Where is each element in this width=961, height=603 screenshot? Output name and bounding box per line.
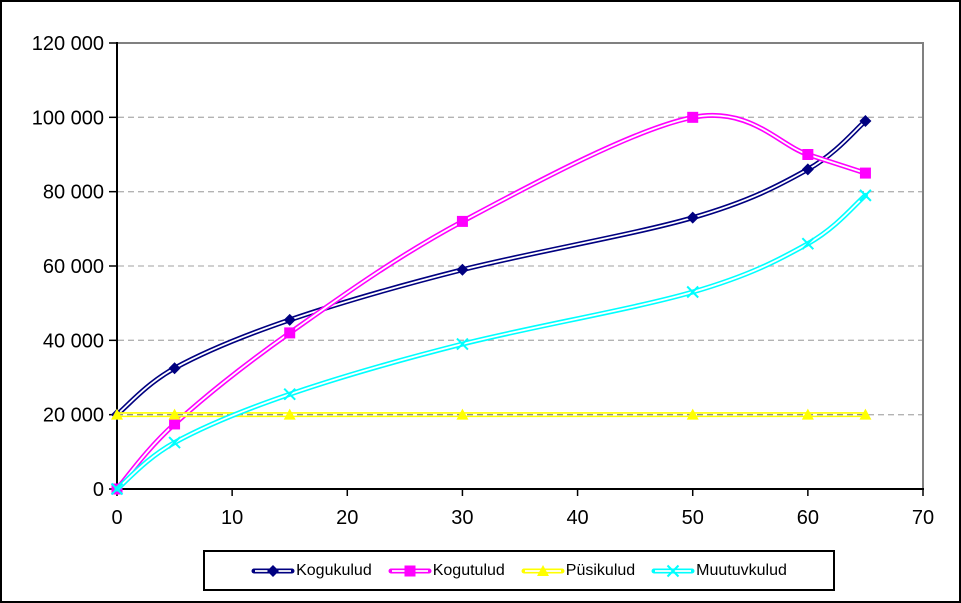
data-point-marker	[168, 362, 181, 375]
data-point-marker	[283, 313, 296, 326]
series-line-core	[116, 120, 867, 416]
series-line	[114, 118, 868, 418]
data-point-marker	[168, 436, 181, 449]
data-point-marker	[687, 111, 699, 123]
y-tick-label: 120 000	[32, 33, 104, 55]
y-tick-label: 100 000	[32, 107, 104, 129]
series-line-core	[116, 114, 866, 490]
data-point-marker	[666, 564, 680, 577]
data-point-marker	[283, 388, 296, 401]
series-püsikulud	[111, 408, 872, 420]
series-muutuvkulud	[110, 189, 872, 496]
y-tick-label: 20 000	[43, 405, 104, 427]
x-tick-label: 50	[682, 507, 704, 529]
legend-key-triangle-icon	[521, 564, 565, 576]
data-point-marker	[801, 163, 814, 176]
x-tick-label: 70	[912, 507, 934, 529]
data-point-marker	[536, 564, 549, 576]
data-point-marker	[404, 565, 416, 576]
legend-key-square-icon	[388, 565, 432, 576]
data-point-marker	[456, 408, 469, 420]
x-tick-label: 40	[566, 507, 588, 529]
x-tick-label: 30	[451, 507, 473, 529]
x-tick-label: 20	[336, 507, 358, 529]
legend-label: Kogutulud	[432, 561, 505, 579]
data-point-marker	[111, 408, 123, 420]
data-point-marker	[169, 418, 181, 430]
series-kogukulud	[111, 115, 872, 421]
y-tick-label: 60 000	[43, 256, 104, 278]
data-point-marker	[456, 215, 468, 227]
data-point-marker	[283, 408, 296, 420]
legend-key-diamond-icon	[251, 564, 295, 577]
data-point-marker	[110, 482, 124, 496]
x-tick-label: 0	[111, 507, 122, 529]
x-tick-label: 60	[797, 507, 819, 529]
x-tick-label: 10	[221, 507, 243, 529]
data-point-marker	[686, 211, 699, 224]
legend-label: Muutuvkulud	[696, 561, 787, 579]
legend-item-kogutulud[interactable]: Kogutulud	[388, 562, 505, 580]
legend-label: Püsikulud	[565, 561, 636, 579]
data-point-marker	[686, 408, 699, 420]
data-point-marker	[168, 408, 181, 420]
y-tick-label: 80 000	[43, 182, 104, 204]
data-point-marker	[267, 564, 280, 577]
legend-label: Kogukulud	[296, 561, 372, 579]
data-point-marker	[801, 408, 814, 420]
data-point-marker	[456, 263, 469, 276]
data-point-marker	[859, 167, 871, 179]
legend-item-kogukulud[interactable]: Kogukulud	[251, 562, 372, 580]
data-point-marker	[284, 327, 296, 339]
y-tick-label: 40 000	[43, 330, 104, 352]
data-point-marker	[686, 285, 699, 299]
legend-key-x-icon	[651, 564, 695, 577]
y-tick-label: 0	[93, 479, 104, 501]
series-kogutulud	[111, 111, 871, 495]
legend-item-muutuvkulud[interactable]: Muutuvkulud	[651, 562, 787, 580]
data-point-marker	[859, 115, 872, 128]
data-point-marker	[456, 337, 469, 351]
data-point-marker	[859, 408, 872, 420]
chart-legend: Kogukulud Kogutulud Püsikulud Muutuvkulud	[203, 550, 835, 591]
data-point-marker	[802, 149, 814, 160]
data-point-marker	[859, 189, 872, 202]
legend-item-püsikulud[interactable]: Püsikulud	[521, 562, 635, 580]
data-point-marker	[801, 237, 815, 250]
series-line	[114, 113, 868, 492]
